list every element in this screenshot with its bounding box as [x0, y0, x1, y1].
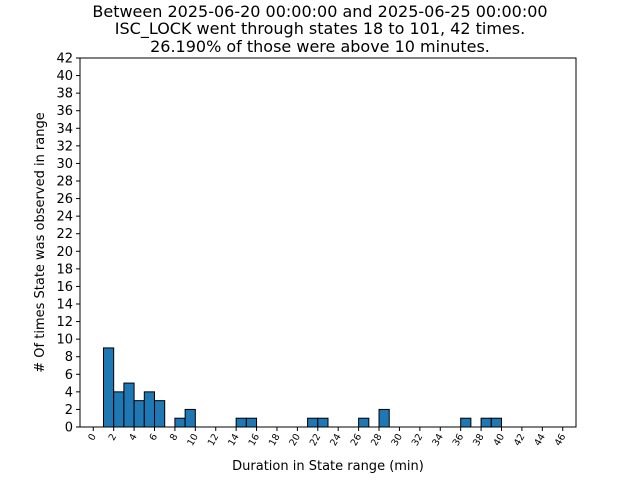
x-tick-label: 16 — [247, 432, 263, 448]
bars — [102, 347, 502, 428]
y-tick-label: 4 — [65, 385, 73, 400]
x-tick-label: 38 — [471, 432, 487, 448]
chart-title-line-1: Between 2025-06-20 00:00:00 and 2025-06-… — [92, 2, 547, 21]
chart-title-line-3: 26.190% of those were above 10 minutes. — [150, 37, 490, 56]
x-tick-label: 22 — [308, 432, 324, 448]
x-tick-label: 12 — [206, 432, 222, 448]
y-tick-label: 18 — [56, 262, 73, 277]
histogram-bar — [378, 408, 390, 428]
x-axis-label: Duration in State range (min) — [232, 459, 424, 474]
y-tick-label: 32 — [56, 139, 73, 154]
x-tick-label: 34 — [430, 432, 446, 448]
x-tick-label: 40 — [492, 432, 508, 448]
histogram-bar — [307, 417, 319, 428]
histogram-bar — [460, 417, 472, 428]
histogram-bar — [133, 400, 145, 428]
x-tick-label: 30 — [389, 432, 405, 448]
x-tick-label: 28 — [369, 432, 385, 448]
y-tick-label: 26 — [56, 192, 73, 207]
x-tick-label: 32 — [410, 432, 426, 448]
x-tick-label: 4 — [127, 432, 140, 443]
histogram-bar — [235, 417, 247, 428]
plot-area-frame — [79, 57, 577, 428]
y-axis-label: # Of times State was observed in range — [33, 112, 48, 372]
histogram-bar — [358, 417, 370, 428]
x-tick-label: 36 — [451, 432, 467, 448]
y-tick-label: 16 — [56, 280, 73, 295]
x-tick-label: 44 — [532, 432, 548, 448]
chart-title-line-2: ISC_LOCK went through states 18 to 101, … — [115, 19, 525, 39]
histogram-bar — [143, 391, 156, 428]
histogram-bar — [317, 417, 329, 428]
x-tick-label: 20 — [287, 432, 303, 448]
y-tick-label: 34 — [56, 122, 73, 137]
histogram-bar — [174, 417, 186, 428]
histogram-bar — [123, 382, 135, 428]
x-tick-label: 24 — [328, 432, 344, 448]
histogram-bar — [113, 391, 125, 428]
x-tick-label: 6 — [148, 432, 161, 443]
histogram-bar — [490, 417, 502, 428]
histogram-bar — [102, 347, 115, 428]
y-tick-label: 36 — [56, 104, 73, 119]
histogram-bar — [154, 400, 166, 428]
y-tick-label: 12 — [56, 315, 73, 330]
y-tick-label: 30 — [56, 157, 73, 172]
x-tick-label: 2 — [107, 432, 120, 443]
x-axis-ticks: 0 2 4 6 8 10 12 14 16 18 20 22 24 26 28 30 32 34 36 38 40 42 4… — [86, 427, 568, 448]
y-tick-label: 2 — [65, 403, 73, 418]
x-tick-label: 0 — [86, 432, 99, 443]
x-tick-label: 18 — [267, 432, 283, 448]
y-tick-label: 14 — [56, 298, 73, 313]
histogram-bar — [480, 417, 492, 428]
histogram-bar — [184, 408, 196, 428]
y-tick-label: 28 — [56, 175, 73, 190]
x-tick-label: 46 — [553, 432, 569, 448]
x-tick-label: 10 — [185, 432, 201, 448]
y-tick-label: 38 — [56, 87, 73, 102]
histogram-bar — [245, 417, 258, 428]
y-tick-label: 8 — [65, 350, 73, 365]
x-tick-label: 42 — [512, 432, 528, 448]
y-tick-label: 10 — [56, 333, 73, 348]
y-tick-label: 40 — [56, 69, 73, 84]
y-tick-label: 24 — [56, 210, 73, 225]
y-tick-label: 0 — [65, 421, 73, 436]
x-tick-label: 14 — [226, 432, 242, 448]
y-tick-label: 6 — [65, 368, 73, 383]
y-tick-label: 20 — [56, 245, 73, 260]
x-tick-label: 26 — [349, 432, 365, 448]
y-tick-label: 22 — [56, 227, 73, 242]
y-tick-label: 42 — [56, 52, 73, 67]
x-tick-label: 8 — [168, 432, 181, 443]
chart-title: Between 2025-06-20 00:00:00 and 2025-06-… — [92, 2, 547, 56]
